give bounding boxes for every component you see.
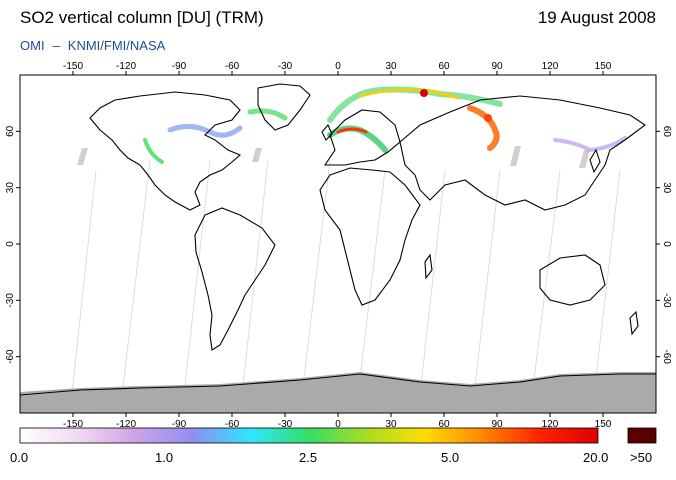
lat-label-left: -60 [5,349,16,364]
lat-label-right: -60 [661,349,672,364]
lon-label-bottom: 0 [335,419,341,430]
lon-label-top: 0 [335,61,341,72]
lon-label-top: -90 [172,61,187,72]
map-title: SO2 vertical column [DU] (TRM) [20,8,264,27]
plume-arctic-core [358,88,460,100]
lon-label-bottom: 30 [385,419,397,430]
asia-coast [399,95,646,211]
lon-label-top: -150 [63,61,83,72]
lon-label-top: 90 [491,61,503,72]
south-america-coast [194,207,276,351]
map-content [20,75,656,413]
lon-label-top: -60 [225,61,240,72]
lon-label-bottom: -30 [278,419,293,430]
lon-label-bottom: 90 [491,419,503,430]
lat-label-right: -30 [661,293,672,308]
colorbar-label-3: 5.0 [441,450,460,465]
lon-label-top: -30 [278,61,293,72]
plume-red-spot [420,89,428,97]
lat-label-left: -30 [5,293,16,308]
plume-greenland [247,108,288,121]
lon-label-top: -120 [116,61,136,72]
lat-label-left: 30 [5,182,16,194]
lat-label-right: 60 [661,126,672,138]
lat-label-right: 30 [661,182,672,194]
colorbar-label-4: 20.0 [583,450,609,465]
lon-label-top: 120 [542,61,559,72]
australia-coast [539,254,606,306]
tick-layer: -150 -150 -120 -120 -90 -90 -60 -60 -30 -30 0 0 30 30… [5,61,672,430]
coastlines [20,83,656,396]
orbit-swaths [69,159,621,413]
japan-coast [589,148,601,174]
europe-coast [323,109,401,166]
colorbar-label-5: >50 [630,450,653,465]
colorbar-label-1: 1.0 [155,450,174,465]
lon-label-bottom: -60 [225,419,240,430]
madagascar-coast [424,253,433,280]
north-america-coast [89,91,242,211]
new-zealand-coast [629,310,639,336]
lon-label-bottom: 60 [438,419,450,430]
colorbar-overflow-box [627,427,657,444]
lon-label-bottom: -120 [116,419,136,430]
colorbar-bar [19,427,599,444]
agency-label: KNMI/FMI/NASA [67,38,166,53]
map-background [20,75,656,413]
lon-label-top: 60 [438,61,450,72]
instrument-label: OMI [20,38,45,53]
africa-coast [319,167,421,306]
lon-label-top: 150 [595,61,612,72]
credit-dash: – [52,38,60,53]
no-data-streaks [77,146,590,168]
plume-america [167,124,243,138]
plume-europe-core [336,127,368,134]
antarctica-coast [20,373,656,396]
so2-plumes [143,86,627,164]
lon-label-bottom: -90 [172,419,187,430]
map-date: 19 August 2008 [537,8,656,27]
lon-label-top: 30 [385,61,397,72]
greenland-coast [257,83,311,131]
plume-siberia [467,105,500,151]
plume-asia [553,136,627,152]
lon-label-bottom: 150 [595,419,612,430]
credit-line: OMI – KNMI/FMI/NASA [20,38,165,53]
lat-label-left: 60 [5,125,16,137]
lon-label-bottom: 120 [542,419,559,430]
lat-label-right: 0 [661,241,672,247]
antarctic-no-data [20,372,656,413]
colorbar-label-2: 2.5 [299,450,318,465]
lat-label-left: 0 [5,241,16,247]
plume-pacific [143,138,164,164]
lon-label-bottom: -150 [63,419,83,430]
colorbar-label-0: 0.0 [10,450,29,465]
plume-orange-spot [484,114,492,122]
uk-coast [321,123,333,141]
colorbar [19,427,657,444]
